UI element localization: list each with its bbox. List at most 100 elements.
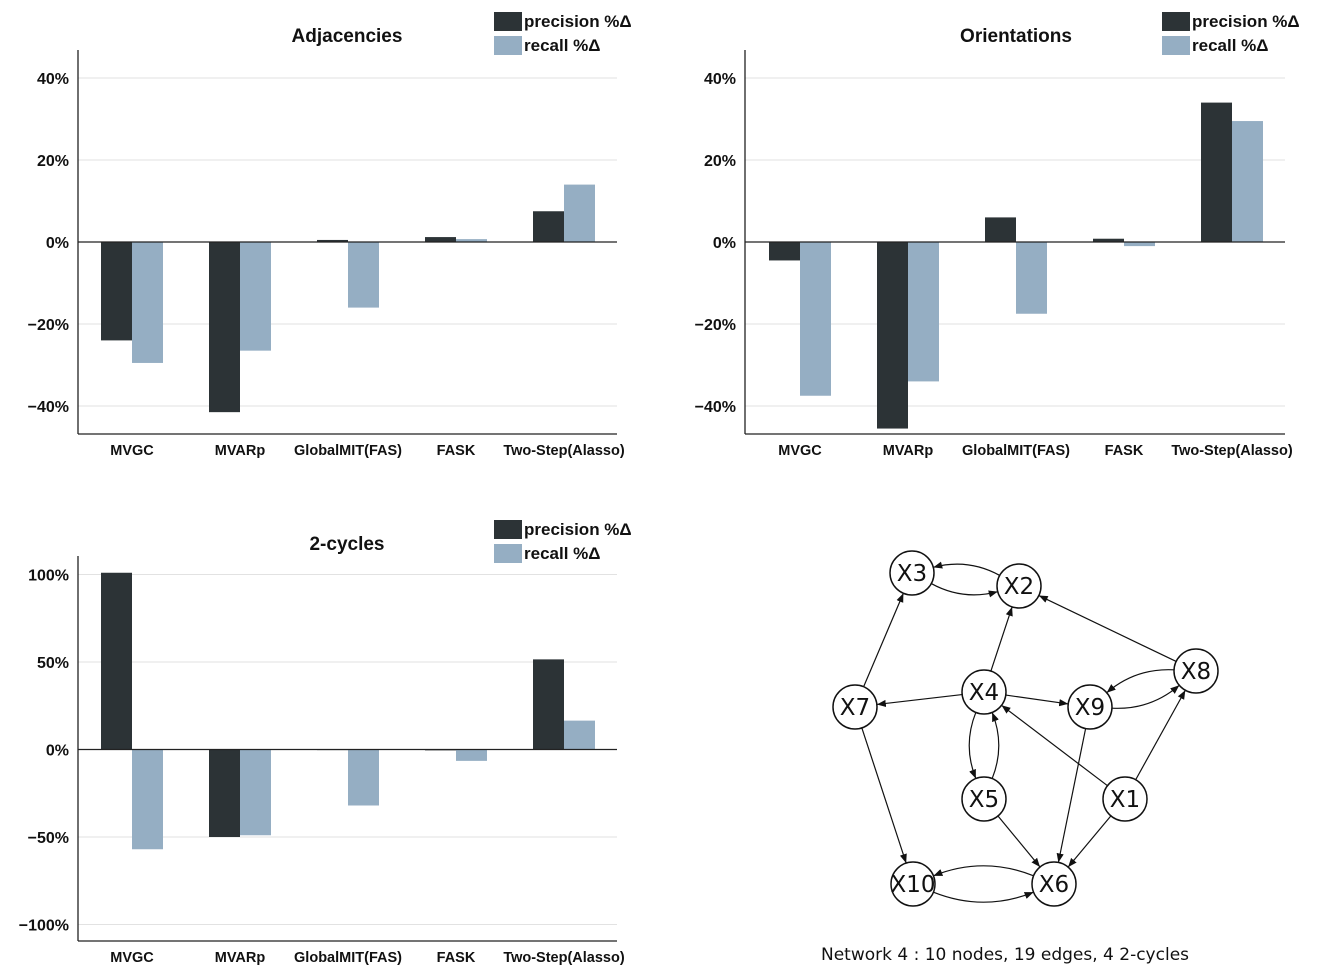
y-tick-label: 40% xyxy=(37,71,69,88)
edge-x7-x10 xyxy=(861,727,907,864)
y-tick-label: 20% xyxy=(704,153,736,170)
recall-bar xyxy=(240,242,271,351)
node-x2: X2 xyxy=(996,563,1042,609)
node-label: X10 xyxy=(890,872,935,898)
node-x5: X5 xyxy=(961,776,1007,822)
network-diagram: X1 X2 X3 X4 X5 X6 X7 X8 X9 X10 Network 4 : 10 nod… xyxy=(821,550,1219,965)
y-tick-label: 0% xyxy=(713,235,736,252)
edge-x8-x2 xyxy=(1038,594,1177,663)
edge-x5-x4 xyxy=(991,712,1000,779)
y-tick-label: 20% xyxy=(37,153,69,170)
precision-bar xyxy=(101,242,132,341)
node-circle xyxy=(890,861,936,907)
node-x7: X7 xyxy=(832,684,878,730)
y-tick-label: 100% xyxy=(28,568,69,585)
node-label: X3 xyxy=(897,561,927,587)
legend: precision %Δ recall %Δ xyxy=(494,12,632,55)
precision-legend-swatch xyxy=(494,520,522,539)
node-label: X2 xyxy=(1004,574,1034,600)
node-x9: X9 xyxy=(1067,684,1113,730)
recall-bar xyxy=(1016,242,1047,314)
recall-bar xyxy=(800,242,831,396)
edge-x9-x8 xyxy=(1111,684,1180,709)
recall-bar xyxy=(348,749,379,806)
category-label: MVGC xyxy=(110,443,154,459)
edge-x9-x6 xyxy=(1056,728,1087,863)
node-x8: X8 xyxy=(1173,648,1219,694)
node-circle xyxy=(1031,861,1077,907)
node-label: X7 xyxy=(840,695,870,721)
node-x3: X3 xyxy=(889,550,935,596)
precision-legend-swatch xyxy=(1162,12,1190,31)
precision-legend-label: precision %Δ xyxy=(1192,12,1300,31)
node-x4: X4 xyxy=(961,669,1007,715)
edge-x3-x2 xyxy=(931,583,998,598)
category-label: FASK xyxy=(1105,443,1144,459)
edge-x1-x6 xyxy=(1067,815,1112,868)
chart-title: Adjacencies xyxy=(292,26,403,47)
edge-x5-x6 xyxy=(997,815,1041,868)
precision-bar xyxy=(985,217,1016,242)
recall-bar xyxy=(348,242,379,308)
precision-bar xyxy=(533,211,564,242)
recall-bar xyxy=(132,242,163,363)
recall-legend-swatch xyxy=(494,544,522,563)
precision-bar xyxy=(1093,238,1124,242)
precision-bar xyxy=(877,242,908,429)
edge-x7-x3 xyxy=(863,593,904,687)
y-tick-label: −40% xyxy=(28,399,69,416)
precision-legend-swatch xyxy=(494,12,522,31)
orientations-chart: −40% −20% 0% 20% 40% MVGC MVARp GlobalMIT(FAS) F… xyxy=(695,12,1300,459)
node-circle xyxy=(1067,684,1113,730)
edge-x4-x7 xyxy=(876,693,963,707)
recall-bar xyxy=(1232,121,1263,242)
category-label: Two-Step(Alasso) xyxy=(503,950,625,966)
recall-bar xyxy=(132,749,163,850)
recall-bar xyxy=(240,749,271,836)
category-label: Two-Step(Alasso) xyxy=(1171,443,1293,459)
legend: precision %Δ recall %Δ xyxy=(1162,12,1300,55)
legend: precision %Δ recall %Δ xyxy=(494,520,632,563)
node-circle xyxy=(961,669,1007,715)
recall-legend-swatch xyxy=(494,36,522,55)
category-label: Two-Step(Alasso) xyxy=(503,443,625,459)
node-label: X4 xyxy=(969,680,999,706)
node-label: X1 xyxy=(1110,787,1140,813)
y-tick-label: −20% xyxy=(28,317,69,334)
precision-bar xyxy=(209,242,240,413)
node-circle xyxy=(832,684,878,730)
category-label: FASK xyxy=(437,950,476,966)
node-label: X5 xyxy=(969,787,999,813)
category-label: GlobalMIT(FAS) xyxy=(294,950,402,966)
node-circle xyxy=(961,776,1007,822)
edge-x4-x5 xyxy=(968,712,977,779)
recall-bar xyxy=(1124,242,1155,247)
y-tick-label: 50% xyxy=(37,655,69,672)
chart-title: Orientations xyxy=(960,26,1072,47)
edge-x4-x2 xyxy=(990,606,1013,672)
precision-bar xyxy=(425,237,456,242)
recall-legend-swatch xyxy=(1162,36,1190,55)
two-cycles-chart: −100% −50% 0% 50% 100% MVGC MVARp GlobalMIT(FAS… xyxy=(19,520,632,966)
precision-bar xyxy=(209,749,240,837)
precision-bar xyxy=(769,242,800,261)
node-circle xyxy=(889,550,935,596)
recall-bar xyxy=(456,239,487,242)
y-tick-label: −20% xyxy=(695,317,736,334)
category-label: FASK xyxy=(437,443,476,459)
network-caption: Network 4 : 10 nodes, 19 edges, 4 2-cycl… xyxy=(821,945,1189,965)
node-x10: X10 xyxy=(890,861,936,907)
y-tick-label: 0% xyxy=(46,235,69,252)
edge-x4-x9 xyxy=(1005,694,1069,707)
recall-bar xyxy=(564,720,595,750)
adjacencies-chart: −40% −20% 0% 20% 40% MVGC MVARp GlobalMIT(FAS) F… xyxy=(28,12,632,459)
category-label: MVGC xyxy=(110,950,154,966)
recall-legend-label: recall %Δ xyxy=(1192,36,1268,55)
node-circle xyxy=(996,563,1042,609)
precision-bar xyxy=(317,239,348,242)
precision-legend-label: precision %Δ xyxy=(524,520,632,539)
precision-legend-label: precision %Δ xyxy=(524,12,632,31)
recall-legend-label: recall %Δ xyxy=(524,36,600,55)
network-nodes: X1 X2 X3 X4 X5 X6 X7 X8 X9 X10 xyxy=(832,550,1219,907)
y-tick-label: −100% xyxy=(19,918,69,935)
